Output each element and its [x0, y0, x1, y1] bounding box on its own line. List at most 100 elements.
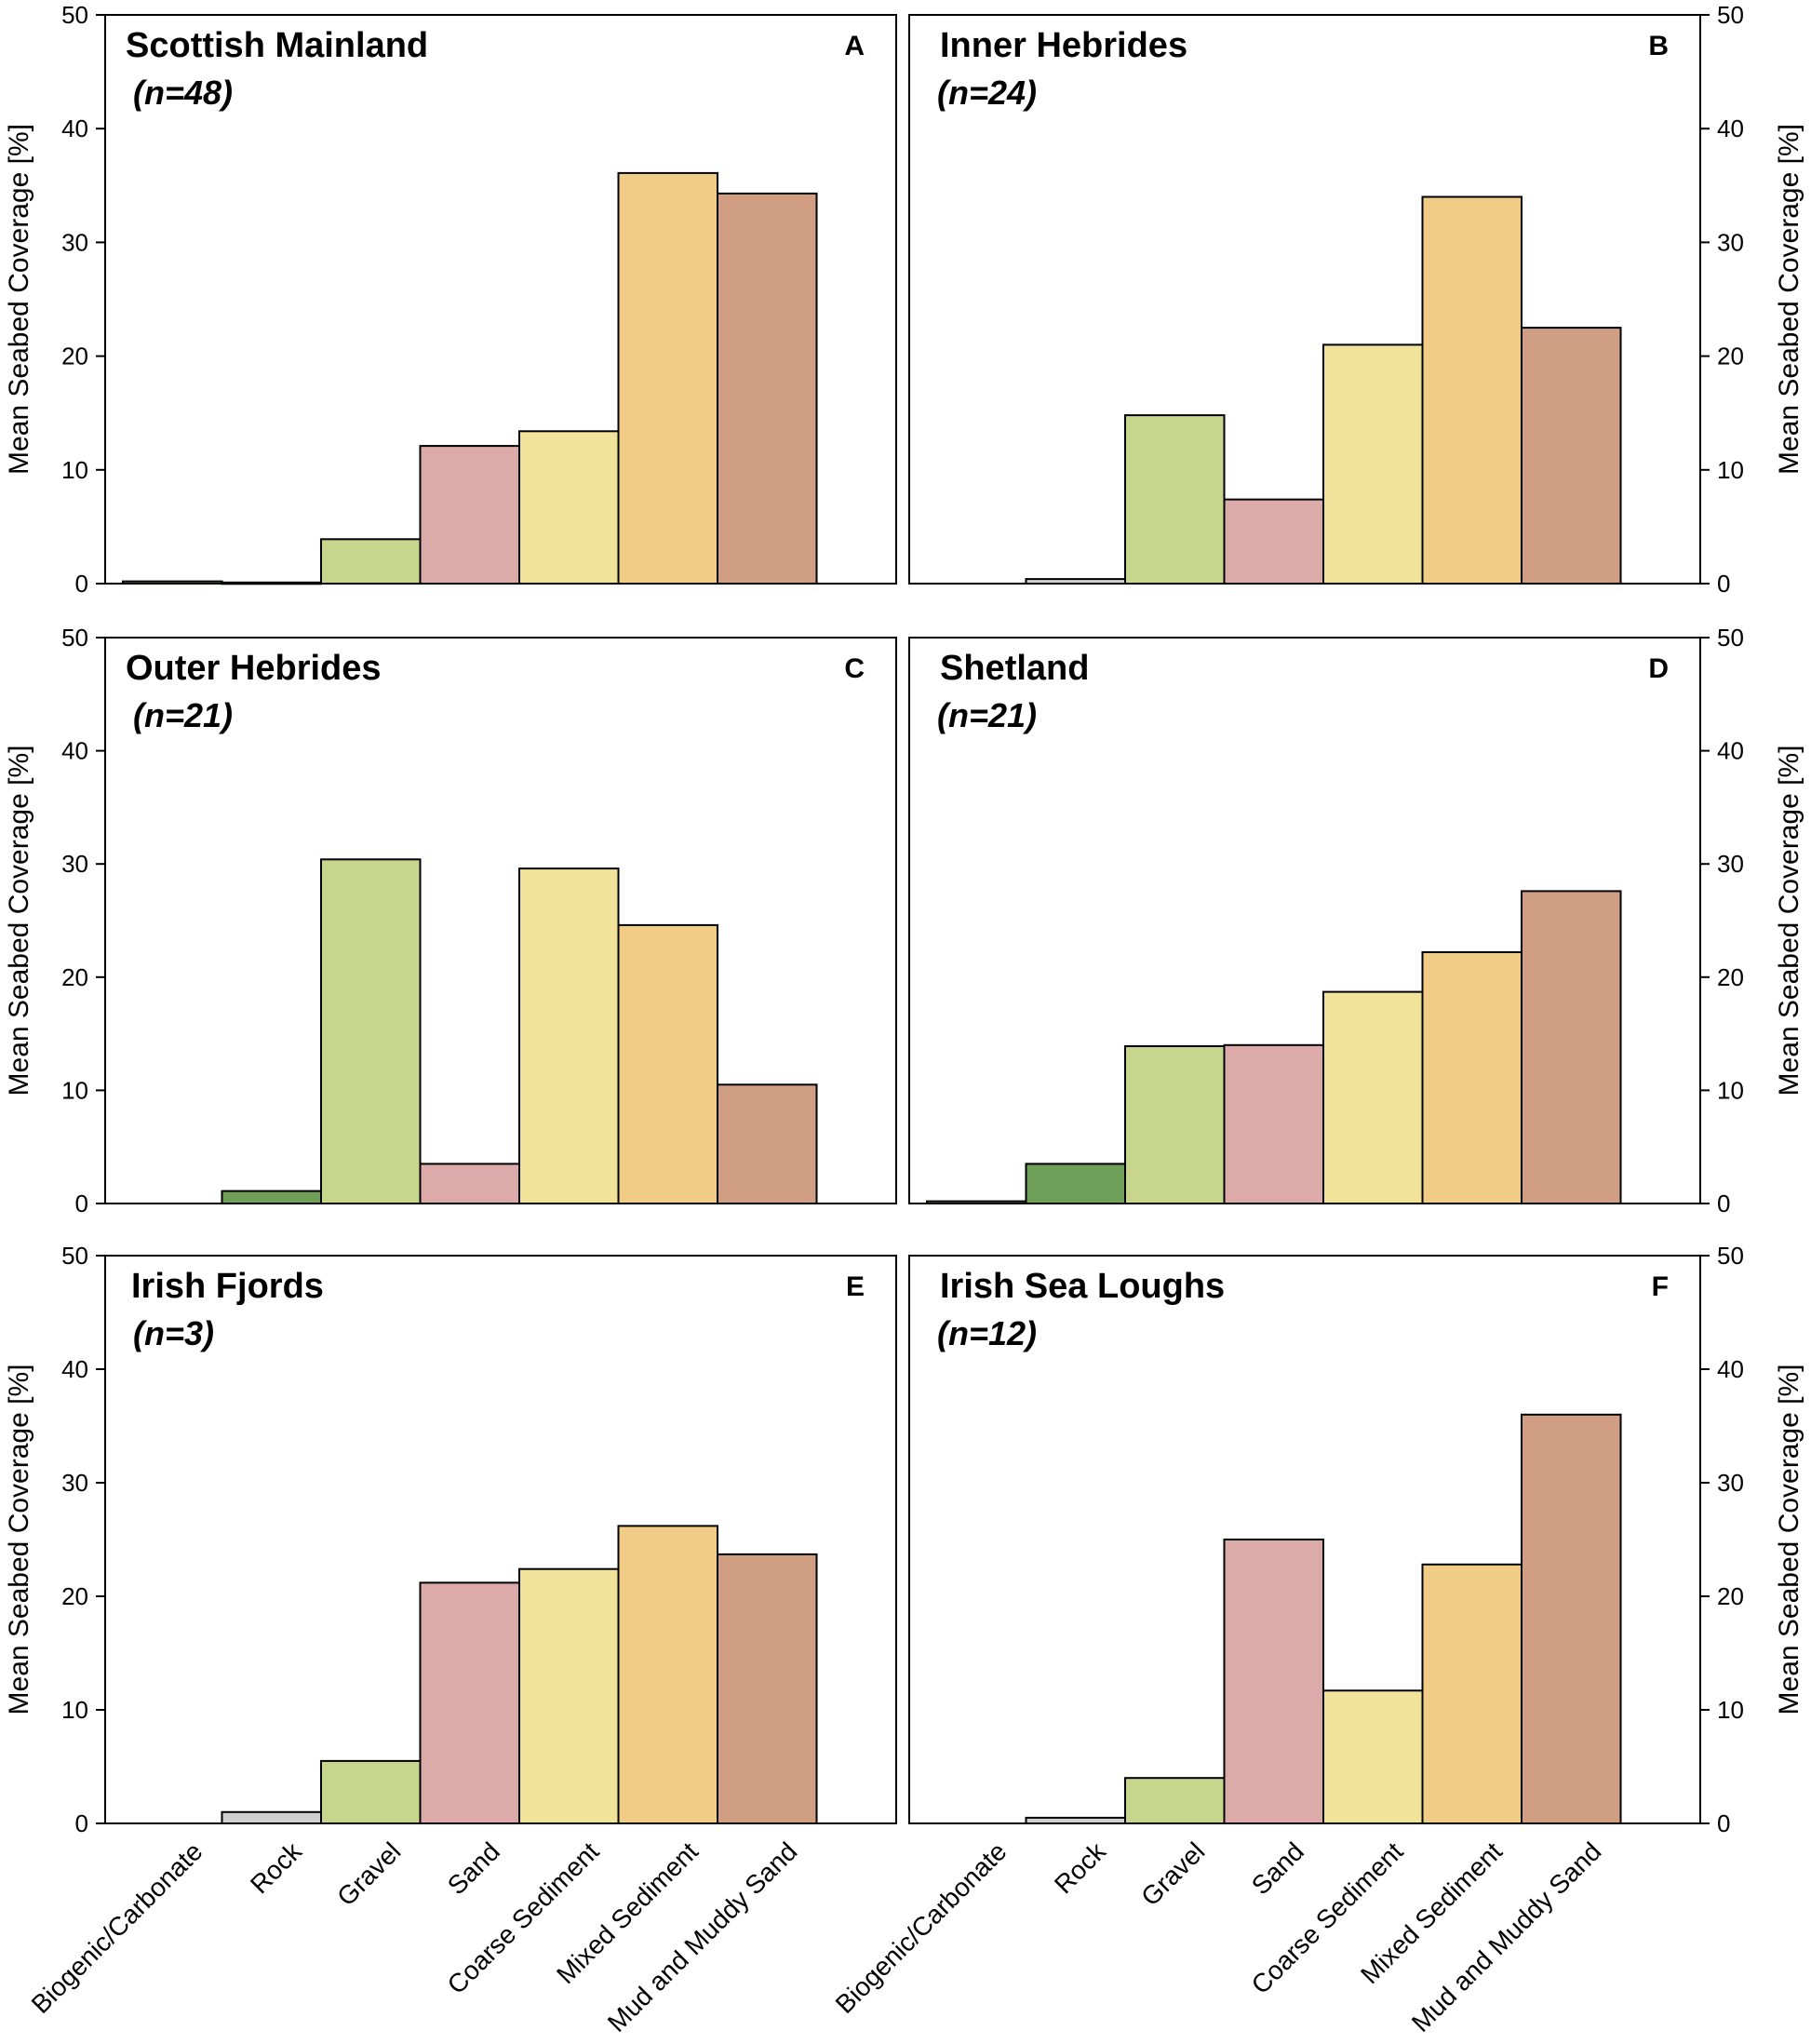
bar-gravel [320, 858, 422, 1204]
plot-frame [104, 1255, 897, 1824]
y-tick-label: 40 [1717, 737, 1744, 765]
bar-rock [1025, 1163, 1126, 1205]
bar-gravel [1124, 414, 1226, 585]
y-tick-label: 30 [1717, 1469, 1744, 1497]
bar-rock [221, 1810, 322, 1825]
bar-gravel [320, 538, 422, 585]
y-tick-label: 30 [1717, 228, 1744, 256]
y-tick-label: 30 [1717, 850, 1744, 878]
y-tick-label: 0 [75, 570, 88, 598]
plot-frame [104, 637, 897, 1204]
bar-mixed-sediment [1421, 951, 1523, 1204]
panel-title: Irish Fjords [131, 1267, 324, 1306]
y-tick-label: 0 [75, 1809, 88, 1837]
y-tick-label: 20 [1717, 1582, 1744, 1610]
panel-letter: C [844, 653, 865, 684]
x-tick-label: Rock [1049, 1836, 1112, 1900]
y-axis-label: Mean Seabed Coverage [%] [1774, 124, 1804, 475]
panel-title: Irish Sea Loughs [940, 1267, 1225, 1306]
chart-panel-c: 0 10 20 30 40 50 Mean Seabed Coverage [%] Outer… [4, 624, 897, 1217]
chart-panel-d: 0 10 20 30 40 50 Mean Seabed Coverage [%] Shetl… [908, 624, 1804, 1217]
bar-mud-and-muddy-sand [717, 1083, 818, 1205]
sample-count: (n=21) [937, 696, 1037, 734]
x-tick-label: Sand [1246, 1836, 1309, 1900]
bar-mud-and-muddy-sand [717, 1553, 818, 1825]
plot-frame [104, 14, 897, 585]
chart-panel-f: 0 10 20 30 40 50 Mean Seabed Coverage [%] Irish… [830, 1242, 1804, 2037]
x-tick-label: Gravel [1135, 1836, 1210, 1911]
bar-mud-and-muddy-sand [1521, 327, 1622, 585]
panel-letter: B [1648, 31, 1669, 61]
bar-mud-and-muddy-sand [717, 192, 818, 585]
bar-coarse-sediment [518, 1567, 620, 1824]
y-tick-label: 10 [1717, 1696, 1744, 1724]
x-tick-label: Sand [442, 1836, 505, 1900]
y-tick-label: 40 [61, 1355, 88, 1383]
bar-gravel [1124, 1045, 1226, 1204]
y-tick-label: 10 [61, 1076, 88, 1104]
y-axis-label: Mean Seabed Coverage [%] [1774, 1365, 1804, 1715]
bar-sand [1223, 1539, 1324, 1824]
x-tick-label: Biogenic/Carbonate [830, 1836, 1013, 2019]
y-tick-label: 50 [1717, 624, 1744, 652]
sample-count: (n=3) [133, 1314, 214, 1352]
panel-title: Outer Hebrides [126, 649, 382, 688]
y-tick-label: 0 [1717, 570, 1730, 598]
plot-frame [908, 1255, 1701, 1824]
y-tick-label: 10 [1717, 1076, 1744, 1104]
bar-gravel [1124, 1777, 1226, 1824]
plot-frame [908, 637, 1701, 1204]
y-tick-label: 50 [61, 1, 88, 29]
y-tick-label: 10 [61, 456, 88, 484]
bar-sand [1223, 1043, 1324, 1205]
bar-mixed-sediment [617, 1525, 718, 1825]
bar-mud-and-muddy-sand [1521, 890, 1622, 1205]
panel-letter: E [846, 1271, 865, 1302]
panel-letter: A [844, 31, 865, 61]
y-tick-label: 50 [1717, 1, 1744, 29]
bar-coarse-sediment [1322, 343, 1424, 585]
panel-title: Shetland [940, 649, 1089, 688]
bar-sand [419, 1163, 520, 1205]
panel-letter: F [1652, 1271, 1669, 1302]
chart-panel-b: 0 10 20 30 40 50 Mean Seabed Coverage [%] Inner… [908, 1, 1804, 598]
y-tick-label: 50 [61, 624, 88, 652]
chart-panel-e: 0 10 20 30 40 50 Mean Seabed Coverage [%] Irish… [4, 1242, 897, 2037]
y-tick-label: 10 [61, 1696, 88, 1724]
bar-mud-and-muddy-sand [1521, 1413, 1622, 1825]
panel-title: Scottish Mainland [126, 26, 428, 65]
bar-mixed-sediment [617, 171, 718, 585]
bar-mixed-sediment [617, 923, 718, 1205]
y-tick-label: 20 [61, 343, 88, 370]
y-tick-label: 50 [61, 1242, 88, 1270]
y-tick-label: 0 [75, 1190, 88, 1217]
y-tick-label: 10 [1717, 456, 1744, 484]
x-tick-label: Mud and Muddy Sand [1406, 1836, 1607, 2037]
y-tick-label: 20 [61, 1582, 88, 1610]
y-tick-label: 30 [61, 1469, 88, 1497]
panel-title: Inner Hebrides [940, 26, 1187, 65]
sample-count: (n=12) [937, 1314, 1037, 1352]
y-axis-label: Mean Seabed Coverage [%] [4, 1365, 34, 1715]
y-tick-label: 40 [61, 114, 88, 142]
y-axis-label: Mean Seabed Coverage [%] [1774, 746, 1804, 1096]
bar-mixed-sediment [1421, 195, 1523, 585]
y-tick-label: 40 [61, 737, 88, 765]
bar-coarse-sediment [1322, 990, 1424, 1204]
sample-count: (n=21) [133, 696, 233, 734]
bar-mixed-sediment [1421, 1563, 1523, 1825]
panel-letter: D [1648, 653, 1669, 684]
y-tick-label: 40 [1717, 114, 1744, 142]
y-tick-label: 0 [1717, 1809, 1730, 1837]
y-tick-label: 50 [1717, 1242, 1744, 1270]
x-tick-label: Biogenic/Carbonate [26, 1836, 208, 2019]
bar-sand [419, 445, 520, 585]
bar-coarse-sediment [518, 430, 620, 585]
plot-frame [908, 14, 1701, 585]
sample-count: (n=24) [937, 74, 1037, 112]
bar-sand [1223, 498, 1324, 585]
y-tick-label: 40 [1717, 1355, 1744, 1383]
y-axis-label: Mean Seabed Coverage [%] [4, 746, 34, 1096]
y-tick-label: 30 [61, 228, 88, 256]
